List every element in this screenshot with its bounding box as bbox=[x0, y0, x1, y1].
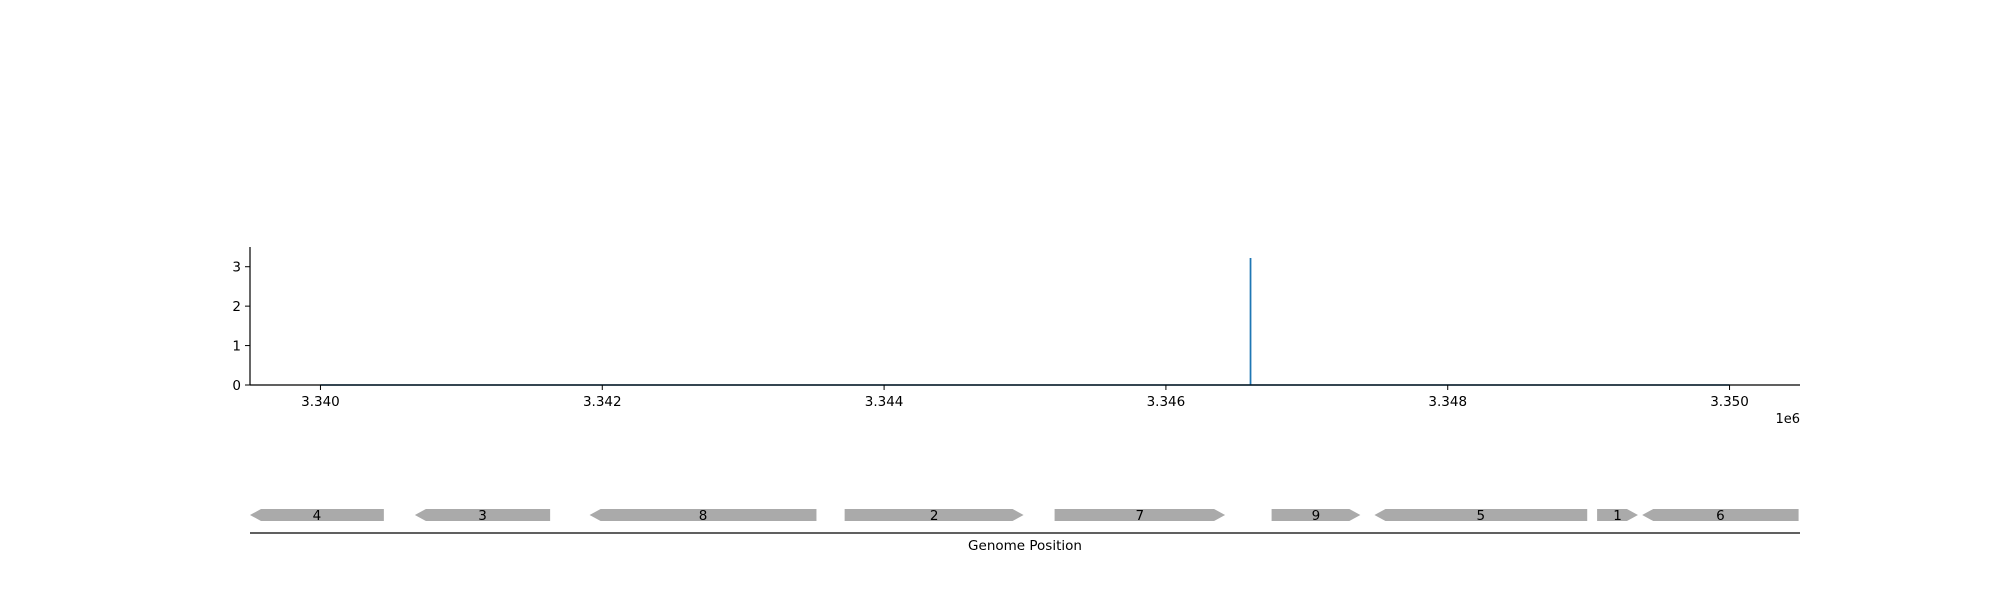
x-offset-label: 1e6 bbox=[1775, 412, 1800, 427]
gene-5-label: 5 bbox=[1477, 508, 1486, 524]
gene-6-arrow bbox=[1642, 509, 1799, 521]
x-tick-label: 3.346 bbox=[1147, 394, 1186, 410]
y-axis-ticks: 0 1 2 3 bbox=[232, 260, 250, 394]
y-tick-label: 3 bbox=[232, 260, 241, 276]
gene-3-label: 3 bbox=[478, 508, 487, 524]
gene-7-arrow bbox=[1054, 509, 1226, 521]
gene-track: 4 3 8 2 7 9 5 1 6 Genome Position bbox=[250, 508, 1800, 554]
y-tick-label: 0 bbox=[232, 378, 241, 394]
gene-9-arrow bbox=[1271, 509, 1361, 521]
gene-4-label: 4 bbox=[313, 508, 322, 524]
gene-5-arrow bbox=[1374, 509, 1588, 521]
gene-2-arrow bbox=[844, 509, 1024, 521]
x-tick-label: 3.350 bbox=[1710, 394, 1749, 410]
x-tick-label: 3.340 bbox=[301, 394, 340, 410]
gene-4-arrow bbox=[250, 509, 384, 521]
gene-1-label: 1 bbox=[1613, 508, 1622, 524]
x-tick-label: 3.342 bbox=[583, 394, 622, 410]
y-tick-label: 2 bbox=[232, 299, 241, 315]
gene-6-label: 6 bbox=[1716, 508, 1725, 524]
x-axis-ticks: 3.340 3.342 3.344 3.346 3.348 3.350 bbox=[301, 385, 1749, 410]
x-tick-label: 3.348 bbox=[1428, 394, 1467, 410]
gene-1-arrow bbox=[1597, 509, 1638, 521]
gene-2-label: 2 bbox=[930, 508, 939, 524]
y-tick-label: 1 bbox=[232, 339, 241, 355]
gene-7-label: 7 bbox=[1136, 508, 1145, 524]
gene-track-xlabel: Genome Position bbox=[968, 538, 1082, 554]
gene-arrows: 4 3 8 2 7 9 5 1 6 bbox=[250, 508, 1799, 524]
gene-8-label: 8 bbox=[699, 508, 708, 524]
gene-3-arrow bbox=[414, 509, 551, 521]
x-tick-label: 3.344 bbox=[865, 394, 904, 410]
gene-8-arrow bbox=[589, 509, 817, 521]
coverage-plot: 0 1 2 3 3.340 3.342 3.344 3.346 3.348 3.350 1e6 bbox=[232, 247, 1800, 427]
gene-9-label: 9 bbox=[1312, 508, 1321, 524]
